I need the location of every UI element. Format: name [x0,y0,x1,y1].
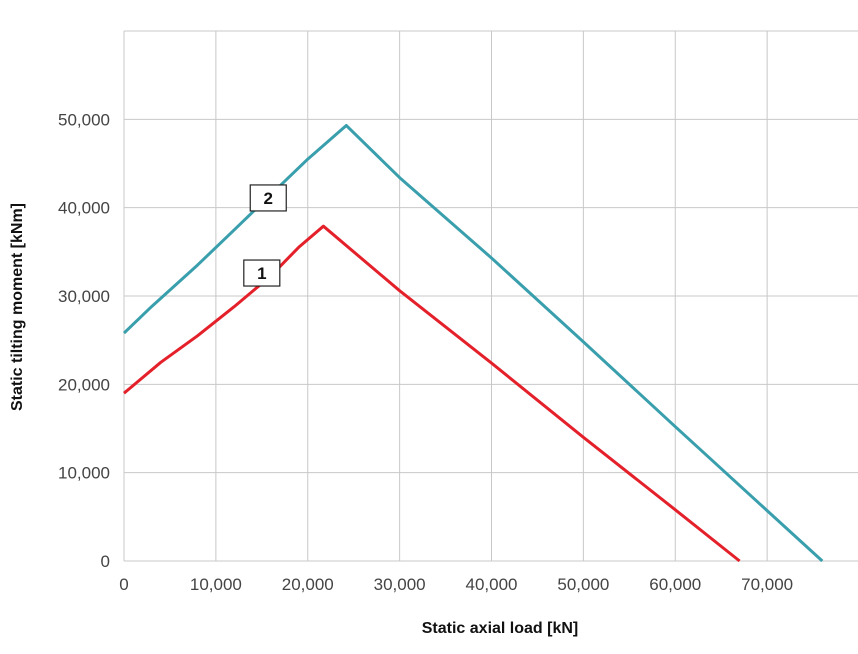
x-tick-label: 50,000 [557,575,609,594]
y-tick-label: 50,000 [58,110,110,129]
x-tick-label: 30,000 [374,575,426,594]
x-tick-label: 0 [119,575,128,594]
x-tick-label: 10,000 [190,575,242,594]
series-tag-box [249,184,287,212]
x-axis-title: Static axial load [kN] [422,620,579,637]
y-tick-label: 40,000 [58,199,110,218]
y-tick-label: 0 [101,552,110,571]
y-axis-title: Static tilting moment [kNm] [9,203,26,411]
series-1-line [123,224,741,563]
series-1-tag: 1 [243,259,281,287]
x-tick-label: 40,000 [466,575,518,594]
y-tick-label: 20,000 [58,375,110,394]
series-tag-label: 1 [257,264,266,283]
y-tick-label: 10,000 [58,464,110,483]
y-tick-label: 30,000 [58,287,110,306]
series-tags: 12 [243,184,287,287]
grid [123,30,858,562]
tick-labels: 0 10,000 20,000 30,000 40,000 50,000 60,000 70,… [58,110,793,594]
series-2-tag: 2 [249,184,287,212]
series-tag-box [243,259,281,287]
series-tag-label: 2 [264,189,273,208]
x-tick-label: 70,000 [741,575,793,594]
x-tick-label: 20,000 [282,575,334,594]
series-2-line [122,124,824,563]
x-tick-label: 60,000 [649,575,701,594]
series-lines [122,124,824,563]
